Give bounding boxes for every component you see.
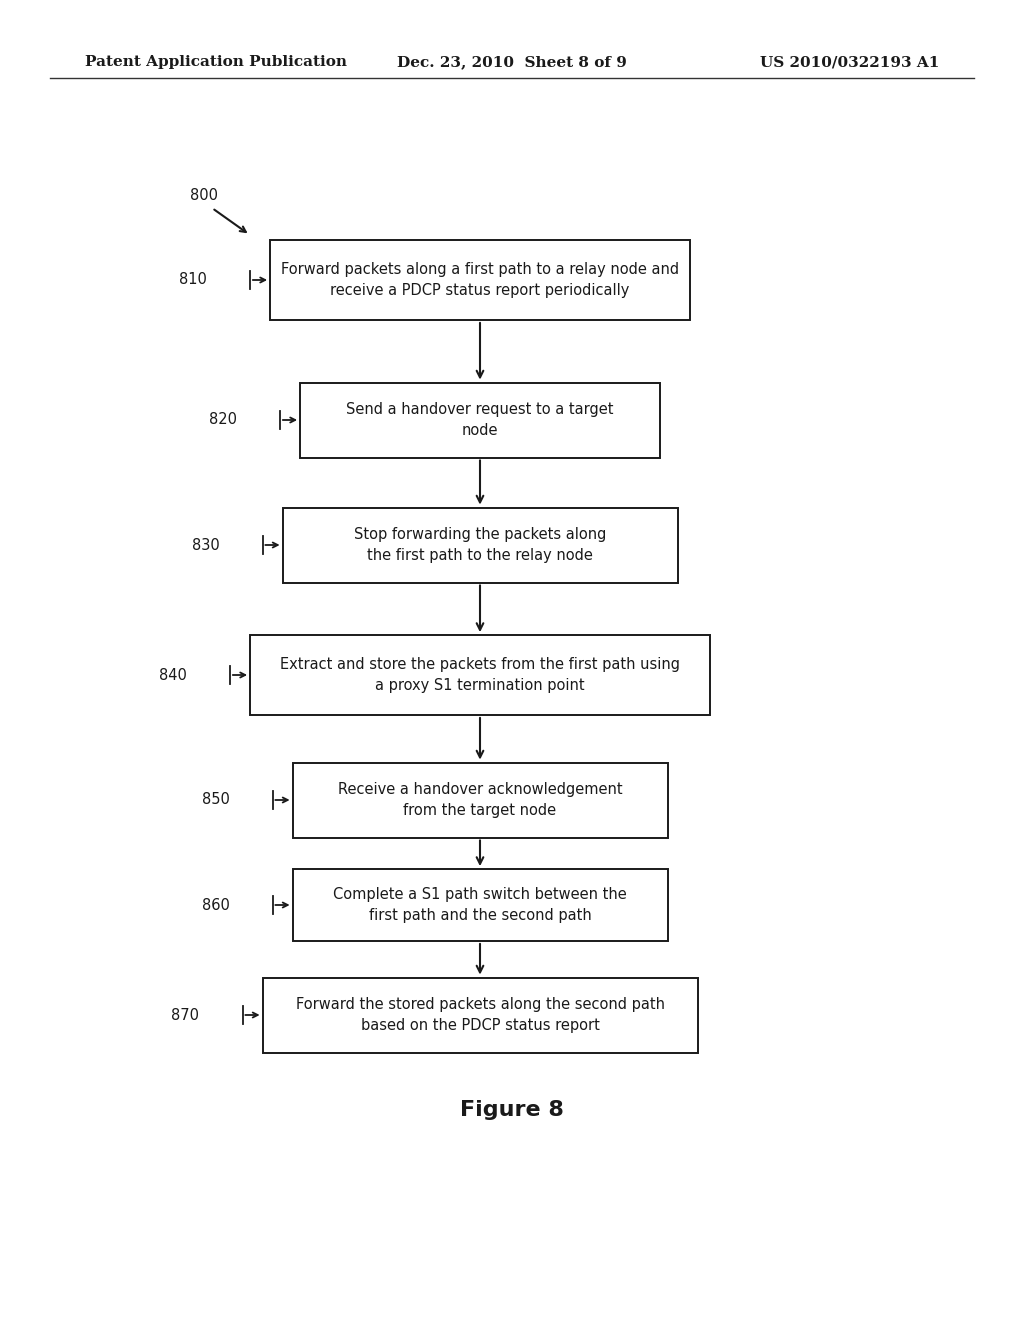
Text: 810: 810 [179,272,207,288]
Bar [270,240,690,319]
Text: Complete a S1 path switch between the
first path and the second path: Complete a S1 path switch between the fi… [333,887,627,923]
Text: Dec. 23, 2010  Sheet 8 of 9: Dec. 23, 2010 Sheet 8 of 9 [397,55,627,69]
Text: 840: 840 [159,668,187,682]
Text: Forward the stored packets along the second path
based on the PDCP status report: Forward the stored packets along the sec… [296,997,665,1034]
Text: Extract and store the packets from the first path using
a proxy S1 termination p: Extract and store the packets from the f… [280,657,680,693]
Bar [293,869,668,941]
Text: Patent Application Publication: Patent Application Publication [85,55,347,69]
Bar [262,978,697,1052]
Text: Figure 8: Figure 8 [460,1100,564,1119]
Text: 860: 860 [202,898,229,912]
Bar [283,507,678,582]
Text: 850: 850 [202,792,229,808]
Text: 820: 820 [209,412,237,428]
Bar [300,383,660,458]
Bar [293,763,668,837]
Text: 870: 870 [171,1007,200,1023]
Text: 830: 830 [191,537,219,553]
Text: US 2010/0322193 A1: US 2010/0322193 A1 [760,55,939,69]
Text: Receive a handover acknowledgement
from the target node: Receive a handover acknowledgement from … [338,781,623,818]
Text: Stop forwarding the packets along
the first path to the relay node: Stop forwarding the packets along the fi… [354,527,606,564]
Text: Forward packets along a first path to a relay node and
receive a PDCP status rep: Forward packets along a first path to a … [281,261,679,298]
Bar [250,635,710,715]
Text: 800: 800 [190,187,218,202]
Text: Send a handover request to a target
node: Send a handover request to a target node [346,403,613,438]
